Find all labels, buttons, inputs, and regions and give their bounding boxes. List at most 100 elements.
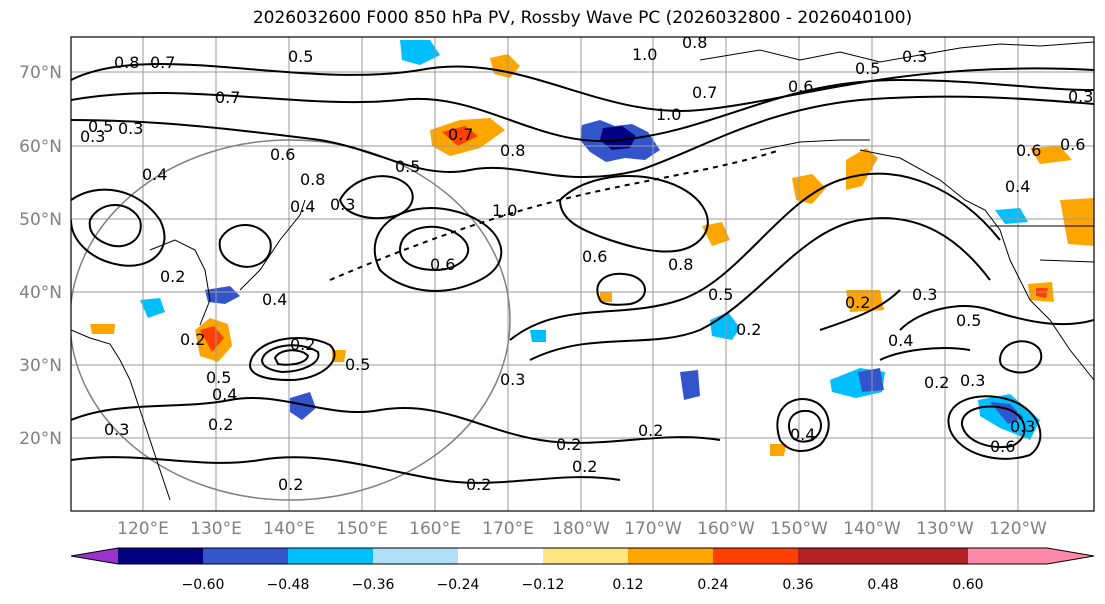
colorbar-outline: [70, 547, 1095, 565]
contour-label: 0.4: [262, 290, 287, 309]
contour-label: 0.6: [788, 77, 813, 96]
contour-label: 0.3: [960, 371, 985, 390]
contour-label: 0.7: [692, 83, 717, 102]
lon-label: 170°W: [624, 519, 682, 539]
lat-label: 30°N: [19, 356, 62, 376]
contour-label: 0.5: [88, 117, 113, 136]
contour-label: 0.2: [160, 267, 185, 286]
contour-label: 0.3: [104, 420, 129, 439]
contour-label: 0.2: [180, 330, 205, 349]
contour-label: 1.0: [492, 201, 517, 220]
contour-label: 0.5: [395, 157, 420, 176]
contour-label: 0.2: [736, 320, 761, 339]
contour-label: 0.2: [924, 373, 949, 392]
lon-label: 130°E: [190, 519, 242, 539]
lon-label: 140°E: [263, 519, 315, 539]
contour-label: 1.0: [632, 45, 657, 64]
colorbar: −0.60 −0.48 −0.36 −0.24 −0.12 0.12 0.24 …: [70, 547, 1095, 593]
contour-label: 0.4: [790, 425, 815, 444]
contour-label: 0.3: [118, 119, 143, 138]
colorbar-segment: [373, 548, 458, 564]
colorbar-tick: 0.60: [952, 577, 983, 593]
contour-label: 0.8: [500, 141, 525, 160]
colorbar-segment: [288, 548, 373, 564]
lon-label: 160°E: [409, 519, 461, 539]
contour-label: 0.6: [1060, 135, 1085, 154]
coastlines: [71, 41, 1094, 501]
contour-label: 0.3: [80, 127, 105, 146]
colorbar-segment: [203, 548, 288, 564]
colorbar-segment: [543, 548, 628, 564]
contour-label: 0.2: [572, 457, 597, 476]
colorbar-tick: 0.48: [867, 577, 898, 593]
contour-label: 0.6: [990, 437, 1015, 456]
colorbar-over-triangle: [968, 548, 1094, 564]
contour-label: 0.4: [142, 165, 167, 184]
contour-label: 0.4: [888, 331, 913, 350]
contour-label: 0.5: [288, 47, 313, 66]
pv-contours: [71, 62, 1094, 484]
contour-label: 0.2: [290, 335, 315, 354]
contour-label: 0.3: [330, 195, 355, 214]
contour-label: 0.6: [430, 255, 455, 274]
lat-label: 70°N: [19, 63, 62, 83]
contour-label: 0.7: [150, 53, 175, 72]
contour-label: 0.2: [556, 435, 581, 454]
pv-shading: [90, 40, 1094, 456]
contour-label: 0.8: [668, 255, 693, 274]
contour-label: 0.3: [1068, 87, 1093, 106]
map-background: [71, 37, 1094, 511]
map-frame: [70, 36, 1095, 512]
region-circle: [71, 139, 511, 501]
lon-label: 180°W: [552, 519, 610, 539]
colorbar-segment: [713, 548, 798, 564]
lon-label: 160°W: [697, 519, 755, 539]
contour-label: 1.0: [656, 105, 681, 124]
colorbar-tick: −0.24: [437, 577, 480, 593]
colorbar-segment: [118, 548, 203, 564]
colorbar-tick: −0.48: [267, 577, 310, 593]
contour-label: 0.6: [270, 145, 295, 164]
contour-labels: 0.8 0.7 0.7 0.5 0.3 0.4 0.3 0.5 0.6 0.8 …: [80, 33, 1093, 494]
contour-label: 0.3: [500, 370, 525, 389]
lon-label: 150°E: [336, 519, 388, 539]
contour-label: 0.2: [638, 421, 663, 440]
contour-label: 0.8: [682, 33, 707, 52]
dashed-contour: [329, 149, 781, 281]
colorbar-segment: [458, 548, 543, 564]
contour-label: 0.6: [1016, 141, 1041, 160]
colorbar-tick: 0.24: [697, 577, 728, 593]
contour-label: 0.5: [708, 285, 733, 304]
colorbar-tick: −0.60: [182, 577, 225, 593]
lon-label: 120°E: [117, 519, 169, 539]
lat-label: 40°N: [19, 283, 62, 303]
contour-label: 0.5: [206, 368, 231, 387]
contour-label: 0.4: [290, 197, 315, 216]
colorbar-under-triangle: [71, 548, 118, 564]
contour-label: 0.8: [114, 53, 139, 72]
lon-label: 150°W: [770, 519, 828, 539]
contour-label: 0.5: [956, 311, 981, 330]
contour-label: 0.7: [215, 88, 240, 107]
contour-label: 0.4: [1005, 177, 1030, 196]
longitude-labels: 120°E 130°E 140°E 150°E 160°E 170°E 180°…: [117, 519, 1047, 539]
contour-label: 0.2: [466, 475, 491, 494]
contour-label: 0.8: [300, 170, 325, 189]
lat-label: 60°N: [19, 137, 62, 157]
lat-label: 50°N: [19, 210, 62, 230]
colorbar-segment: [628, 548, 713, 564]
colorbar-segment: [883, 548, 968, 564]
contour-label: 0.5: [855, 59, 880, 78]
lon-label: 120°W: [989, 519, 1047, 539]
map-title: 2026032600 F000 850 hPa PV, Rossby Wave …: [252, 8, 913, 28]
colorbar-tick: 0.12: [612, 577, 643, 593]
colorbar-segment: [798, 548, 883, 564]
colorbar-tick: −0.12: [522, 577, 565, 593]
contour-label: 0.6: [582, 247, 607, 266]
lat-label: 20°N: [19, 429, 62, 449]
contour-label: 0.7: [448, 125, 473, 144]
colorbar-tick: 0.36: [782, 577, 813, 593]
contour-label: 0.3: [902, 47, 927, 66]
contour-label: 0.2: [208, 415, 233, 434]
